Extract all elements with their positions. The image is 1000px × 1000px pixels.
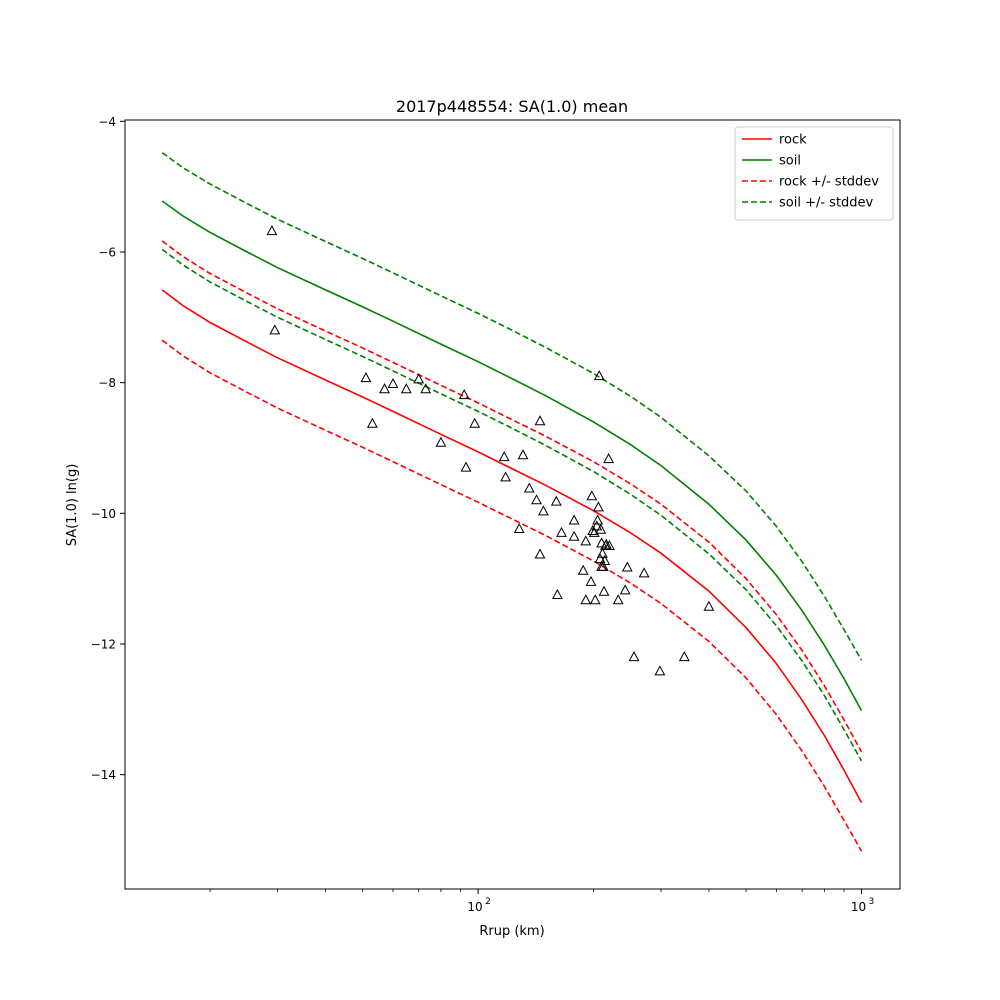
observation-point-6 — [400, 383, 412, 394]
observation-point-35 — [591, 520, 603, 531]
series-line-5 — [161, 248, 863, 762]
x-tick-label-0: 10 — [467, 900, 482, 914]
y-tick-label-5: −14 — [91, 768, 116, 782]
chart-title: 2017p448554: SA(1.0) mean — [396, 97, 628, 116]
observation-point-13 — [498, 451, 510, 462]
observation-point-10 — [458, 389, 470, 400]
observation-point-51 — [612, 594, 624, 605]
observation-point-1 — [269, 324, 281, 335]
observation-point-20 — [534, 548, 546, 559]
observation-point-12 — [469, 417, 481, 428]
observation-point-52 — [619, 584, 631, 595]
y-tick-label-4: −12 — [91, 637, 116, 651]
observation-point-30 — [585, 575, 597, 586]
observation-point-15 — [513, 522, 525, 533]
legend-label-1: soil — [779, 154, 801, 169]
observation-point-46 — [599, 554, 611, 565]
series-line-4 — [161, 152, 863, 661]
observation-point-50 — [603, 539, 615, 550]
observation-point-55 — [638, 567, 650, 578]
observation-point-44 — [597, 560, 609, 571]
observation-point-19 — [534, 415, 546, 426]
x-tick-exponent-1: 3 — [869, 897, 875, 907]
observation-point-42 — [596, 537, 608, 548]
observation-point-38 — [593, 370, 605, 381]
y-tick-label-1: −6 — [98, 245, 116, 259]
observation-point-5 — [387, 377, 399, 388]
observation-point-4 — [379, 383, 390, 394]
observation-point-25 — [568, 530, 580, 541]
observation-point-2 — [360, 372, 372, 383]
legend-label-2: rock +/- stddev — [779, 175, 879, 190]
observation-point-14 — [500, 471, 512, 482]
x-tick-label-1: 10 — [851, 900, 866, 914]
observation-point-37 — [592, 501, 604, 512]
observation-point-57 — [678, 651, 690, 662]
observation-point-9 — [435, 436, 447, 447]
observation-point-36 — [592, 514, 604, 525]
y-tick-label-2: −8 — [98, 376, 116, 390]
observation-point-31 — [586, 490, 598, 501]
observation-point-22 — [550, 495, 562, 506]
observation-point-11 — [460, 461, 472, 472]
observation-point-0 — [266, 225, 278, 236]
observation-point-21 — [537, 505, 549, 516]
observation-point-3 — [366, 417, 378, 428]
observation-point-49 — [603, 453, 615, 464]
observation-point-34 — [589, 594, 601, 605]
y-axis-label: SA(1.0) ln(g) — [65, 464, 80, 547]
observation-point-26 — [568, 514, 580, 525]
observation-point-39 — [594, 553, 606, 564]
observation-point-54 — [628, 651, 640, 662]
legend-label-3: soil +/- stddev — [779, 196, 874, 211]
series-line-2 — [161, 240, 863, 753]
observation-point-56 — [654, 665, 666, 676]
observation-point-24 — [556, 526, 567, 537]
legend-box — [734, 126, 894, 221]
legend-label-0: rock — [779, 133, 807, 148]
observation-point-16 — [517, 449, 529, 460]
observation-point-18 — [531, 494, 542, 505]
y-tick-label-0: −4 — [98, 115, 116, 129]
x-axis-label: Rrup (km) — [479, 924, 544, 939]
plot-lines — [161, 152, 863, 852]
y-tick-label-3: −10 — [91, 507, 116, 521]
observation-point-58 — [703, 600, 715, 611]
observation-point-48 — [600, 538, 612, 549]
observation-point-40 — [595, 523, 607, 534]
legend: rock soil rock +/- stddev soil +/- stddev — [734, 126, 894, 221]
observation-point-27 — [577, 564, 589, 575]
plot-frame — [124, 119, 901, 890]
observation-point-29 — [580, 535, 592, 546]
observation-point-45 — [598, 585, 610, 596]
plot-markers — [266, 225, 715, 676]
observation-point-43 — [596, 547, 608, 558]
x-axis: 10 2 10 3 — [209, 889, 875, 914]
y-axis: −4 −6 −8 −10 −12 −14 — [91, 115, 125, 782]
x-tick-exponent-0: 2 — [485, 897, 491, 907]
observation-point-53 — [621, 561, 633, 572]
observation-point-23 — [551, 588, 563, 599]
observation-point-8 — [420, 383, 432, 394]
observation-point-17 — [523, 482, 535, 493]
observation-point-7 — [413, 373, 425, 384]
observation-point-28 — [580, 594, 592, 605]
series-line-1 — [161, 200, 863, 711]
series-line-0 — [161, 289, 863, 804]
series-line-3 — [161, 339, 863, 852]
